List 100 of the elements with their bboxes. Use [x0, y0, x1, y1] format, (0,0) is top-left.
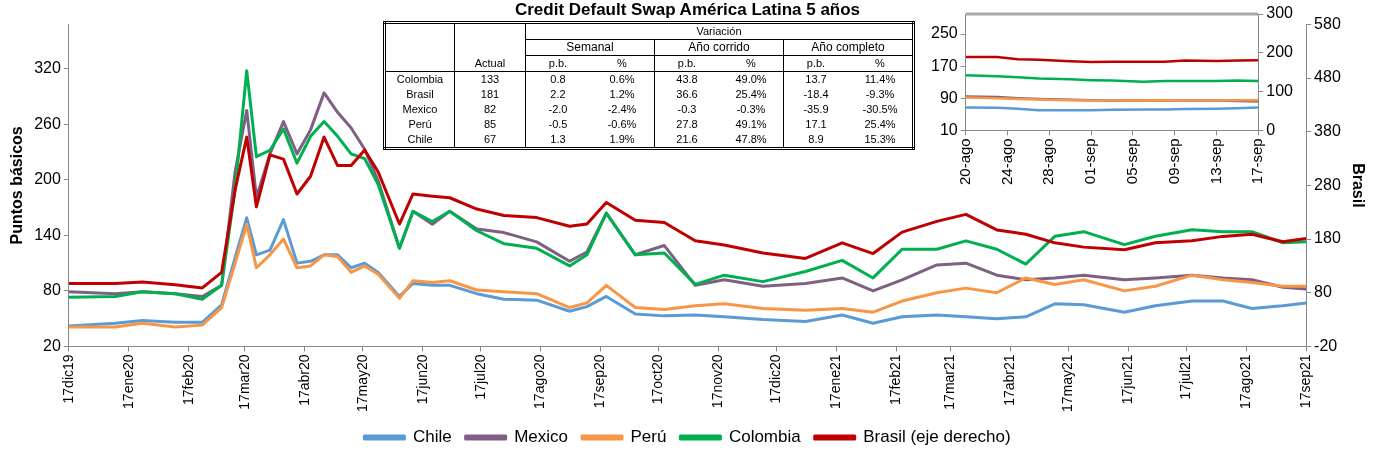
y-axis-title: Puntos básicos	[8, 126, 26, 245]
category-label: %	[590, 55, 655, 72]
text: -0.3%	[736, 103, 766, 115]
chart-title: Credit Default Swap América Latina 5 años	[514, 0, 861, 19]
x-tick-label: 17oct20	[649, 354, 666, 405]
x-tick-label: 09-sep	[1164, 138, 1182, 185]
legend-label: Brasil (eje derecho)	[863, 427, 1011, 447]
x-tick-label: 17jul21	[1177, 354, 1194, 400]
category-label: Colombia	[396, 73, 444, 85]
text: 15.3%	[864, 133, 896, 145]
annotation: Año corrido	[654, 39, 784, 56]
text: -0.3	[677, 103, 697, 115]
legend-label: Colombia	[728, 427, 802, 447]
y-tick-label: 20	[43, 336, 61, 354]
text: 2.2	[550, 88, 566, 100]
category-label: Actual	[454, 22, 526, 72]
x-tick-label: 17ago21	[1237, 354, 1254, 409]
text: 1.3	[550, 133, 566, 145]
x-tick-label: 17ene20	[119, 354, 136, 409]
text: 47.8%	[735, 133, 767, 145]
legend-label: Perú	[630, 427, 667, 447]
x-tick-label: 17-sep	[1248, 138, 1266, 185]
text: -35.9	[803, 103, 829, 115]
text: 13.7	[805, 73, 827, 85]
x-tick-label: 20-ago	[955, 138, 973, 186]
text: -0.6%	[607, 118, 637, 130]
text: 133	[480, 73, 500, 85]
text: -18.4	[803, 88, 829, 100]
y-tick-label: 250	[930, 24, 958, 42]
annotation: Semanal	[525, 39, 655, 56]
x-tick-label: 17jun21	[1119, 354, 1136, 405]
x-tick-label: 17jun20	[413, 354, 430, 405]
x-tick-label: 28-ago	[1039, 138, 1057, 186]
x-tick-label: 17mar20	[235, 354, 252, 410]
y-tick-label: 260	[34, 114, 61, 132]
text: 8.9	[808, 133, 824, 145]
x-tick-label: 17abr20	[295, 354, 312, 406]
text: 82	[483, 103, 497, 115]
y-tick-label: 90	[939, 88, 958, 106]
text: 25.4%	[735, 88, 767, 100]
text: 25.4%	[864, 118, 896, 130]
y2-tick-label: 0	[1266, 120, 1276, 138]
category-label: %	[848, 55, 914, 72]
x-tick-label: 17ene21	[827, 354, 844, 409]
y2-tick-label: 380	[1314, 122, 1341, 140]
y-tick-label: 320	[34, 59, 61, 77]
text: 85	[483, 118, 497, 130]
y2-axis-title: Brasil	[1349, 163, 1367, 208]
legend-label: Chile	[412, 427, 452, 447]
category-label: p.b.	[783, 55, 848, 72]
y2-tick-label: 280	[1314, 175, 1341, 193]
x-tick-label: 17abr21	[1001, 354, 1018, 406]
x-tick-label: 17ago20	[531, 354, 548, 409]
x-tick-label: 17dic20	[767, 354, 784, 404]
text: 21.6	[676, 133, 698, 145]
x-tick-label: 05-sep	[1123, 138, 1141, 185]
annotation: Año completo	[783, 39, 914, 56]
y2-tick-label: -20	[1314, 336, 1338, 354]
text: 1.2%	[609, 88, 635, 100]
text: -2.4%	[607, 103, 637, 115]
y-tick-label: 200	[34, 170, 61, 188]
category-label: Perú	[408, 118, 432, 130]
legend-label: Mexico	[514, 427, 568, 447]
text: 181	[480, 88, 500, 100]
y2-tick-label: 200	[1266, 43, 1294, 61]
y2-tick-label: 180	[1314, 229, 1341, 247]
text: 17.1	[805, 118, 827, 130]
annotation: Variación	[525, 22, 914, 40]
text: 67	[483, 133, 497, 145]
text: 27.8	[676, 118, 698, 130]
y-tick-label: 170	[930, 56, 958, 74]
text: 1.9%	[609, 133, 635, 145]
text: -30.5%	[862, 103, 898, 115]
text: -0.5	[548, 118, 568, 130]
y2-tick-label: 580	[1314, 14, 1341, 32]
text: 11.4%	[864, 73, 896, 85]
text: 49.0%	[735, 73, 767, 85]
y2-tick-label: 100	[1266, 81, 1294, 99]
y2-tick-label: 480	[1314, 68, 1341, 86]
text: 49.1%	[735, 118, 767, 130]
text: -9.3%	[865, 88, 895, 100]
x-tick-label: 17nov20	[709, 354, 726, 409]
y2-tick-label: 300	[1266, 4, 1294, 22]
category-label: Chile	[407, 133, 433, 145]
category-label: Brasil	[406, 88, 434, 100]
x-tick-label: 13-sep	[1206, 138, 1224, 185]
y2-tick-label: 80	[1314, 283, 1332, 301]
text: 0.6%	[609, 73, 635, 85]
x-tick-label: 17may20	[353, 354, 370, 412]
text: -2.0	[548, 103, 568, 115]
category-label: %	[719, 55, 784, 72]
x-tick-label: 17mar21	[941, 354, 958, 410]
y-tick-label: 10	[939, 120, 958, 138]
x-tick-label: 17may21	[1059, 354, 1076, 412]
x-tick-label: 17feb20	[179, 354, 196, 406]
text: 0.8	[550, 73, 566, 85]
y-tick-label: 80	[43, 281, 61, 299]
x-tick-label: 24-ago	[997, 138, 1015, 186]
x-tick-label: 17feb21	[887, 354, 904, 406]
y-tick-label: 140	[34, 225, 61, 243]
